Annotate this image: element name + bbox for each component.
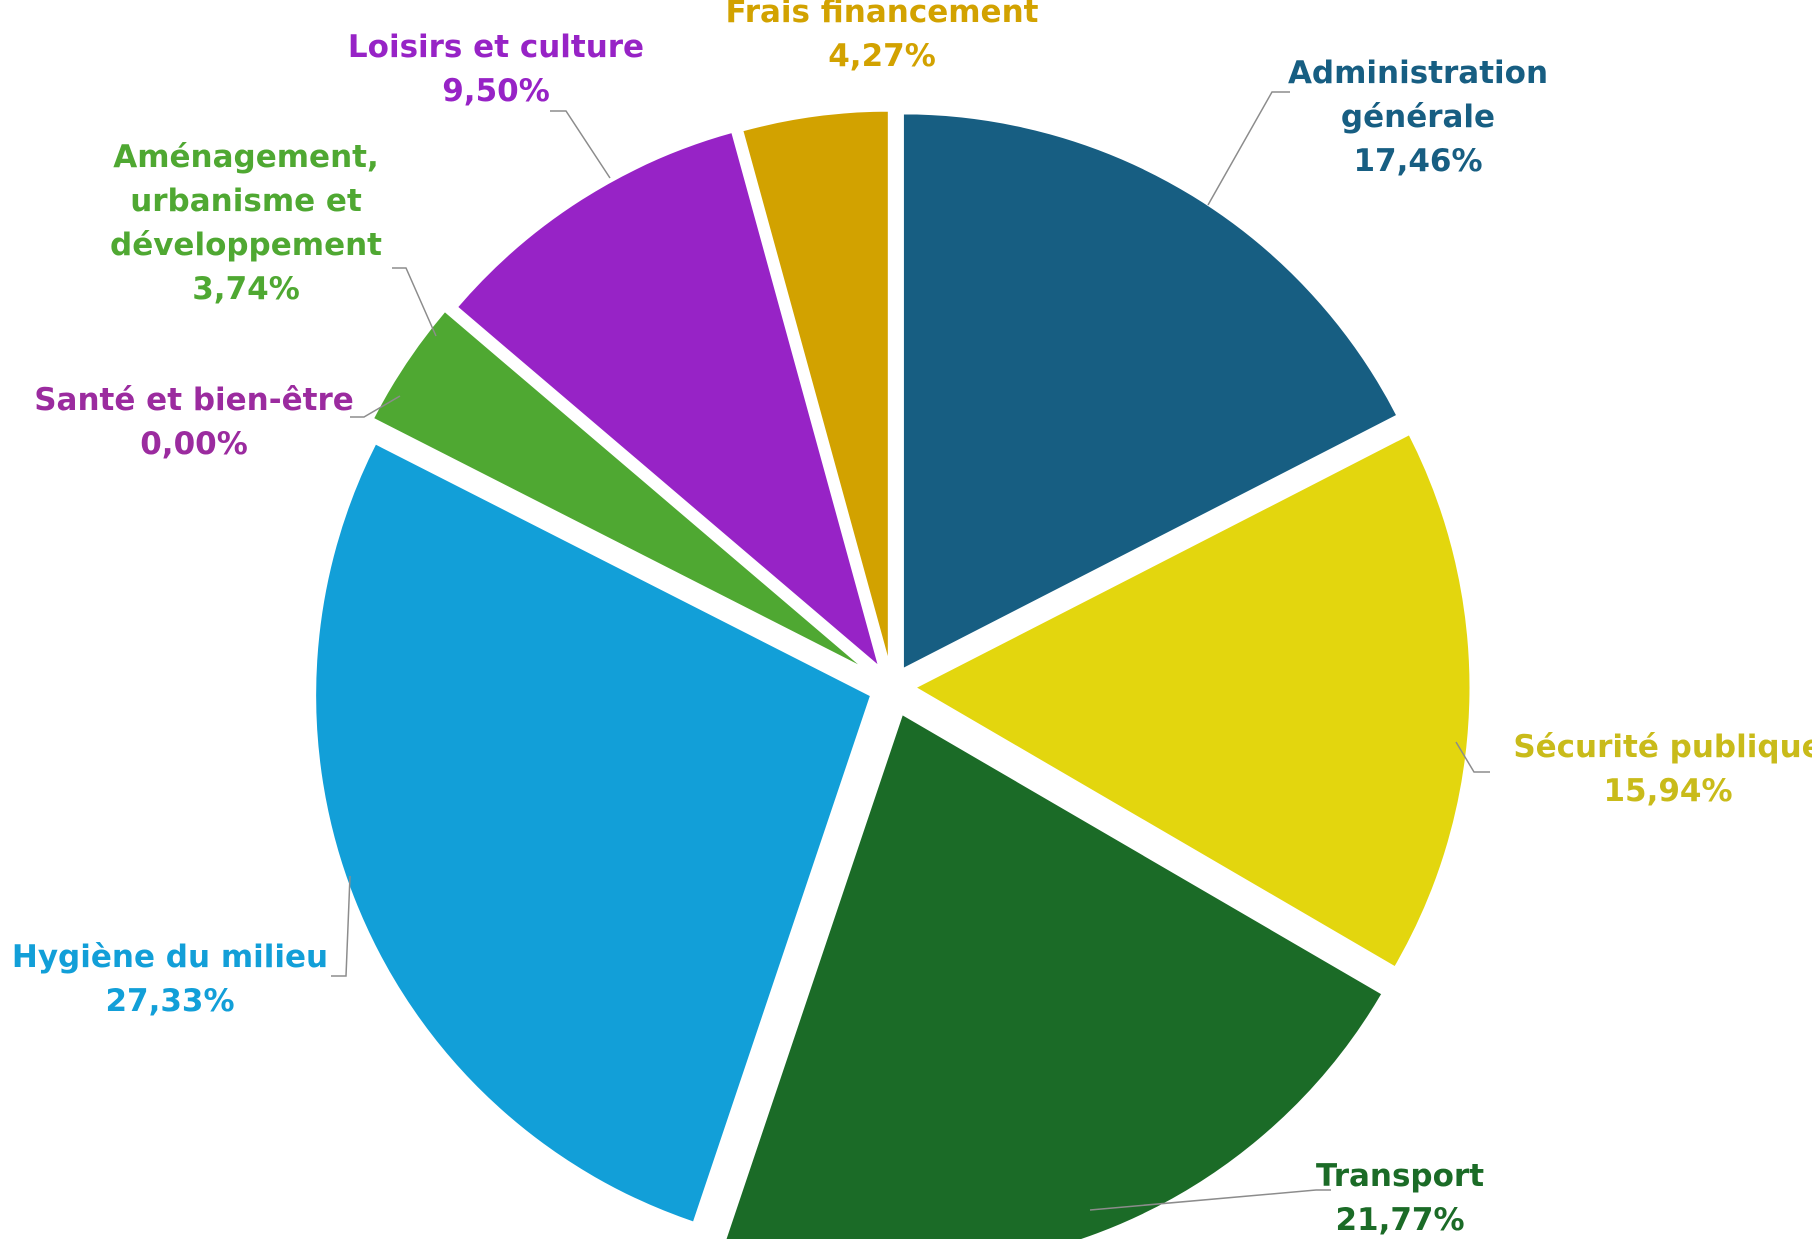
leader-line-sante-et-bien-etre	[350, 395, 401, 418]
leader-line-hygiene-du-milieu	[331, 875, 351, 977]
slice-category-label: Transport	[1316, 1158, 1484, 1194]
pie-slice-frais-financement	[739, 108, 891, 668]
pie-slice-administration-generale	[900, 111, 1401, 673]
slice-category-label: Santé et bien-être	[34, 382, 354, 418]
slice-label-transport: Transport 21,77%	[1316, 1158, 1484, 1238]
leader-line-amenagement-urbanisme-et-developpement	[392, 267, 437, 337]
slice-value-label: 4,27%	[828, 38, 936, 74]
pie-slice-transport	[723, 710, 1386, 1239]
pie-slice-securite-publique	[910, 431, 1473, 971]
leader-line-loisirs-et-culture	[550, 110, 611, 179]
pie-slice-amenagement-urbanisme-et-developpement	[370, 308, 870, 673]
slice-value-label: 21,77%	[1335, 1202, 1464, 1238]
leader-line-transport	[1089, 1189, 1331, 1211]
slice-value-label: 9,50%	[442, 73, 550, 109]
slice-category-label: Aménagement,	[113, 139, 379, 175]
slice-value-label: 15,94%	[1603, 773, 1732, 809]
slice-category-label: générale	[1341, 99, 1495, 135]
slice-value-label: 27,33%	[105, 983, 234, 1019]
slice-value-label: 17,46%	[1353, 143, 1482, 179]
slice-category-label: Administration	[1288, 55, 1548, 91]
slice-label-hygiene-du-milieu: Hygiène du milieu 27,33%	[12, 939, 328, 1019]
slice-label-amenagement-urbanisme-et-developpement: Aménagement, urbanisme et développement 3,7…	[110, 139, 382, 307]
slice-value-label: 0,00%	[140, 426, 248, 462]
slice-label-frais-financement: Frais financement 4,27%	[726, 0, 1039, 74]
slice-category-label: développement	[110, 227, 382, 263]
slice-category-label: urbanisme et	[130, 183, 362, 219]
leader-line-administration-generale	[1207, 91, 1290, 206]
slice-label-sante-et-bien-etre: Santé et bien-être 0,00%	[34, 382, 354, 462]
slice-labels: Administration générale 17,46% Sécurité pub…	[12, 0, 1812, 1238]
leader-line-securite-publique	[1455, 741, 1490, 773]
leader-lines	[331, 91, 1490, 1211]
slice-category-label: Sécurité publique	[1513, 729, 1812, 765]
slice-category-label: Hygiène du milieu	[12, 939, 328, 975]
pie-slices	[313, 108, 1473, 1239]
slice-category-label: Frais financement	[726, 0, 1039, 30]
slice-label-loisirs-et-culture: Loisirs et culture 9,50%	[348, 29, 644, 109]
slice-category-label: Loisirs et culture	[348, 29, 644, 65]
pie-slice-loisirs-et-culture	[454, 129, 883, 673]
slice-label-administration-generale: Administration générale 17,46%	[1288, 55, 1548, 179]
pie-slice-hygiene-du-milieu	[313, 440, 874, 1226]
slice-value-label: 3,74%	[192, 271, 300, 307]
slice-label-securite-publique: Sécurité publique 15,94%	[1513, 729, 1812, 809]
